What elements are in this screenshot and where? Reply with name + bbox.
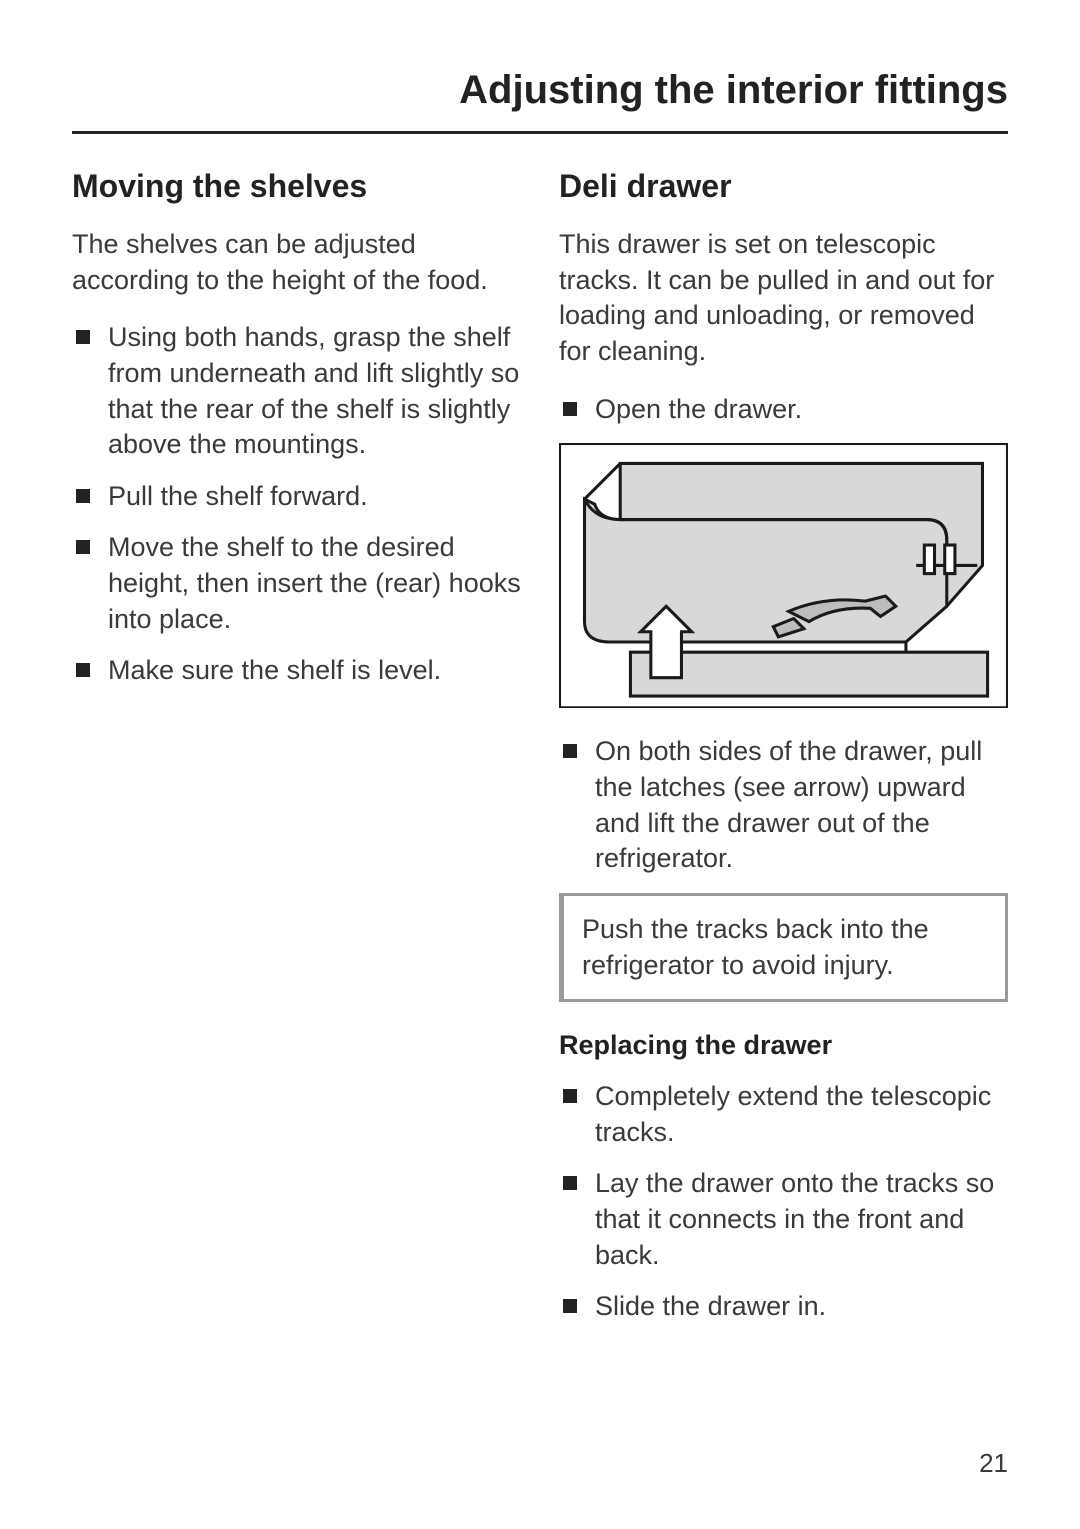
list-item: Slide the drawer in. (559, 1289, 1008, 1325)
page-number: 21 (979, 1448, 1008, 1479)
right-heading: Deli drawer (559, 168, 1008, 205)
document-page: Adjusting the interior fittings Moving t… (0, 0, 1080, 1529)
right-intro: This drawer is set on telescopic tracks.… (559, 227, 1008, 370)
right-list-after: On both sides of the drawer, pull the la… (559, 734, 1008, 877)
list-item: Move the shelf to the desired height, th… (72, 530, 521, 637)
list-item: Completely extend the telescopic tracks. (559, 1079, 1008, 1150)
list-item: Open the drawer. (559, 392, 1008, 428)
right-list-before: Open the drawer. (559, 392, 1008, 428)
left-heading: Moving the shelves (72, 168, 521, 205)
left-column: Moving the shelves The shelves can be ad… (72, 168, 521, 1341)
right-list-sub: Completely extend the telescopic tracks.… (559, 1079, 1008, 1325)
right-column: Deli drawer This drawer is set on telesc… (559, 168, 1008, 1341)
drawer-diagram-icon (559, 443, 1008, 708)
list-item: Pull the shelf forward. (72, 479, 521, 515)
list-item: Lay the drawer onto the tracks so that i… (559, 1166, 1008, 1273)
list-item: Using both hands, grasp the shelf from u… (72, 320, 521, 463)
list-item: On both sides of the drawer, pull the la… (559, 734, 1008, 877)
right-subheading: Replacing the drawer (559, 1030, 1008, 1061)
deli-drawer-figure (559, 443, 1008, 708)
safety-callout: Push the tracks back into the refrigerat… (559, 893, 1008, 1002)
content-columns: Moving the shelves The shelves can be ad… (72, 168, 1008, 1341)
page-title: Adjusting the interior fittings (72, 68, 1008, 134)
list-item: Make sure the shelf is level. (72, 653, 521, 689)
left-list: Using both hands, grasp the shelf from u… (72, 320, 521, 689)
left-intro: The shelves can be adjusted according to… (72, 227, 521, 298)
